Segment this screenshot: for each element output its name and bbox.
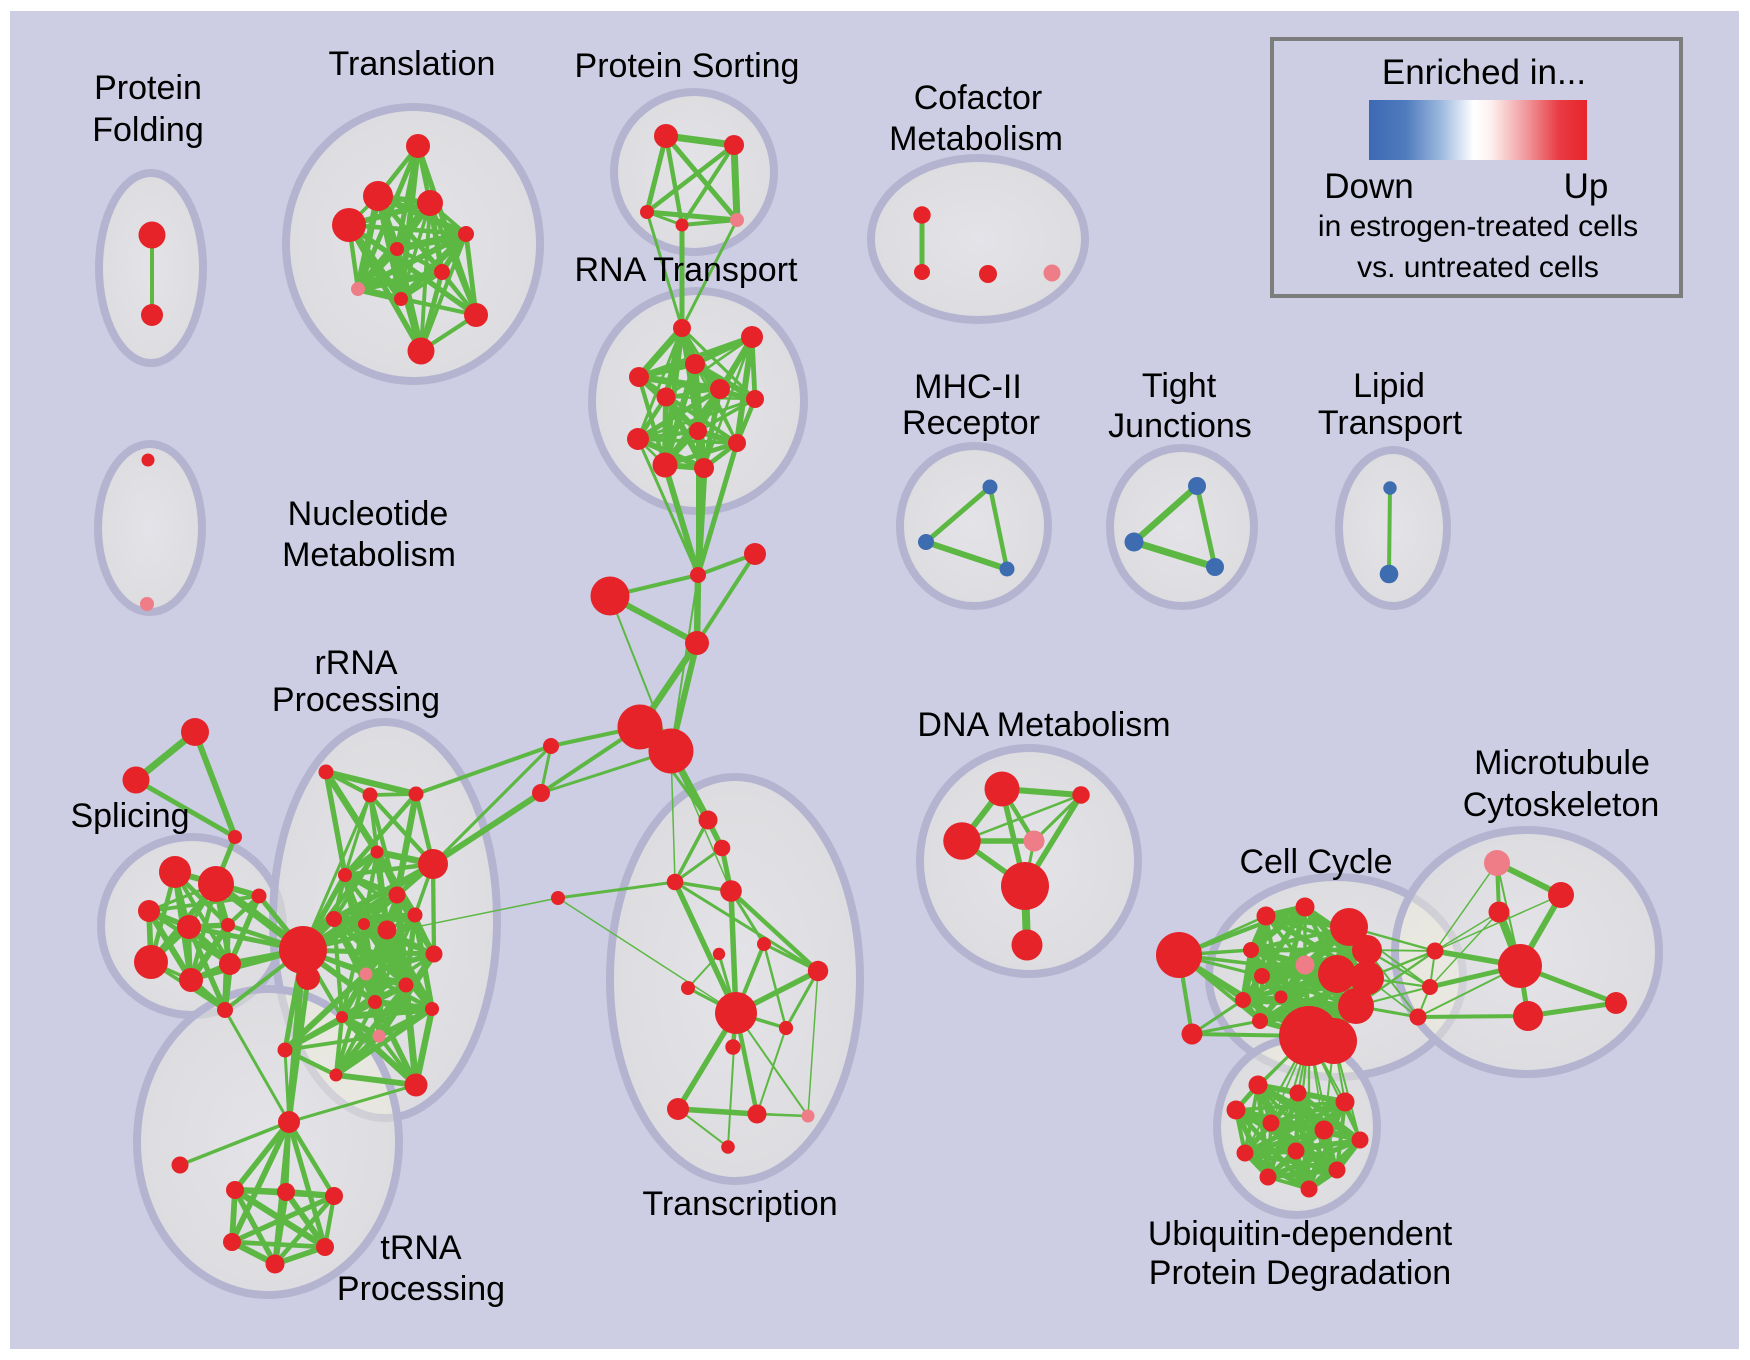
- svg-text:rRNA: rRNA: [314, 644, 397, 682]
- svg-text:Transport: Transport: [1318, 404, 1463, 442]
- svg-text:Enriched in...: Enriched in...: [1382, 53, 1586, 92]
- svg-text:Processing: Processing: [337, 1270, 505, 1308]
- svg-text:Protein Degradation: Protein Degradation: [1149, 1254, 1451, 1292]
- svg-text:Translation: Translation: [329, 45, 496, 83]
- svg-text:Folding: Folding: [92, 111, 204, 149]
- svg-text:Nucleotide: Nucleotide: [288, 495, 449, 533]
- svg-text:Cytoskeleton: Cytoskeleton: [1463, 786, 1660, 824]
- svg-text:in estrogen-treated cells: in estrogen-treated cells: [1318, 210, 1638, 243]
- svg-text:Metabolism: Metabolism: [889, 120, 1063, 158]
- svg-text:Junctions: Junctions: [1108, 407, 1252, 445]
- svg-text:Splicing: Splicing: [70, 797, 189, 835]
- svg-text:tRNA: tRNA: [380, 1229, 462, 1267]
- svg-text:Processing: Processing: [272, 681, 440, 719]
- svg-text:Transcription: Transcription: [642, 1185, 837, 1223]
- svg-text:Microtubule: Microtubule: [1474, 744, 1650, 782]
- svg-text:Up: Up: [1564, 167, 1609, 206]
- svg-text:Receptor: Receptor: [902, 404, 1040, 442]
- svg-text:Metabolism: Metabolism: [282, 536, 456, 574]
- svg-text:Protein: Protein: [94, 69, 202, 107]
- svg-text:Cofactor: Cofactor: [914, 79, 1043, 117]
- svg-text:DNA Metabolism: DNA Metabolism: [917, 706, 1170, 744]
- svg-text:Ubiquitin-dependent: Ubiquitin-dependent: [1148, 1215, 1453, 1253]
- svg-text:Cell Cycle: Cell Cycle: [1239, 843, 1392, 881]
- svg-text:Down: Down: [1324, 167, 1413, 206]
- svg-text:MHC-II: MHC-II: [914, 368, 1022, 406]
- svg-text:RNA Transport: RNA Transport: [575, 251, 799, 289]
- svg-text:vs. untreated cells: vs. untreated cells: [1357, 251, 1599, 284]
- svg-text:Lipid: Lipid: [1353, 367, 1425, 405]
- svg-text:Protein Sorting: Protein Sorting: [575, 47, 800, 85]
- svg-text:Tight: Tight: [1142, 367, 1217, 405]
